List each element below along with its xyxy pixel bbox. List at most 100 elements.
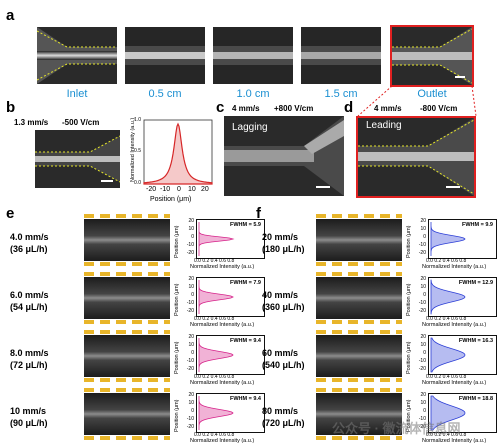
- profile-curve-svg: [430, 222, 466, 256]
- fwhm-value: FWHM = 9.4: [229, 338, 261, 344]
- row-speed-label: 4.0 mm/s: [10, 232, 49, 242]
- panel-c-speed: 4 mm/s: [232, 104, 260, 113]
- intensity-profile: [198, 396, 234, 430]
- panel-d-letter: d: [344, 99, 354, 116]
- intensity-profile: [198, 280, 234, 314]
- profile-plot: FWHM = 9.4: [196, 393, 265, 433]
- channel-stream: [316, 393, 402, 435]
- profile-curve-svg: [198, 338, 234, 372]
- y-tick: 20: [188, 218, 194, 224]
- watermark: 公众号 · 徽流体信息网: [332, 421, 461, 436]
- y-tick: -20: [186, 308, 194, 314]
- x-ticks: 0.0 0.2 0.4 0.6 0.8: [426, 316, 467, 322]
- caption-1-0cm: 1.0 cm: [236, 88, 270, 100]
- y-tick: -10: [186, 358, 194, 364]
- profile-plot: FWHM = 7.9: [196, 277, 265, 317]
- y-tick: -20: [186, 250, 194, 256]
- channel-stream: [84, 393, 170, 435]
- channel-image: [84, 330, 170, 382]
- intensity-profile: [430, 279, 466, 315]
- row-flow-label: (540 μL/h): [262, 360, 305, 370]
- panel-b-ytick: 1.0: [134, 117, 141, 123]
- panel-d-field: -800 V/cm: [420, 104, 458, 113]
- y-tick: -10: [186, 416, 194, 422]
- y-axis-label: Position (μm): [174, 283, 180, 316]
- y-axis-label: Position (μm): [406, 225, 412, 258]
- fwhm-value: FWHM = 5.9: [229, 222, 261, 228]
- y-tick: 10: [420, 400, 426, 406]
- profile-plot: FWHM = 16.3: [428, 335, 497, 375]
- y-tick: 0: [191, 234, 194, 240]
- y-tick: 0: [423, 234, 426, 240]
- panel-c-letter: c: [216, 99, 225, 116]
- y-tick: -20: [418, 308, 426, 314]
- channel-wall-top: [316, 388, 402, 392]
- caption-1-5cm: 1.5 cm: [324, 88, 358, 100]
- y-tick: -20: [186, 424, 194, 430]
- channel-wall-bottom: [316, 378, 402, 382]
- intensity-profile: [430, 395, 466, 431]
- channel-wall-top: [316, 330, 402, 334]
- panel-d-image: [356, 116, 476, 198]
- channel-image: [84, 272, 170, 324]
- row-flow-label: (720 μL/h): [262, 418, 305, 428]
- channel-image: [316, 388, 402, 440]
- channel-wall-top: [84, 214, 170, 218]
- inlet-image: [37, 27, 117, 84]
- y-axis-label: Position (μm): [406, 341, 412, 374]
- channel-image: [84, 388, 170, 440]
- y-tick: -20: [186, 366, 194, 372]
- x-ticks: 0.0 0.2 0.4 0.6 0.8: [426, 432, 467, 438]
- y-tick: -10: [186, 300, 194, 306]
- panel-c-tag: Lagging: [232, 122, 268, 133]
- channel-wall-bottom: [316, 320, 402, 324]
- profile-curve-svg: [430, 279, 466, 315]
- y-tick: 0: [191, 292, 194, 298]
- y-tick: -10: [418, 358, 426, 364]
- x-ticks: 0.0 0.2 0.4 0.6 0.8: [194, 374, 235, 380]
- y-tick: 10: [188, 226, 194, 232]
- y-tick: 0: [191, 408, 194, 414]
- channel-stream: [316, 335, 402, 377]
- y-tick: 10: [188, 342, 194, 348]
- channel-stream: [84, 335, 170, 377]
- caption-inlet: Inlet: [66, 88, 88, 100]
- panel-e-letter: e: [6, 205, 15, 222]
- channel-wall-bottom: [84, 378, 170, 382]
- y-tick: 10: [420, 284, 426, 290]
- y-tick: 20: [188, 334, 194, 340]
- channel-wall-top: [316, 214, 402, 218]
- x-axis-label: Normalized Intensity (a.u.): [190, 380, 255, 386]
- y-tick: 20: [188, 276, 194, 282]
- image-0-5cm: [125, 27, 205, 84]
- channel-stream: [84, 219, 170, 261]
- panel-b-xlabel: Position (μm): [150, 196, 192, 203]
- y-tick: 20: [420, 334, 426, 340]
- x-ticks: 0.0 0.2 0.4 0.6 0.8: [426, 374, 467, 380]
- intensity-profile: [198, 338, 234, 372]
- y-tick: -10: [418, 242, 426, 248]
- x-axis-label: Normalized Intensity (a.u.): [190, 322, 255, 328]
- profile-plot: FWHM = 9.9: [428, 219, 497, 259]
- y-tick: 20: [420, 392, 426, 398]
- row-flow-label: (180 μL/h): [262, 244, 305, 254]
- y-tick: -20: [418, 424, 426, 430]
- x-axis-label: Normalized Intensity (a.u.): [422, 264, 487, 270]
- fwhm-value: FWHM = 12.9: [458, 280, 493, 286]
- channel-wall-top: [84, 388, 170, 392]
- y-tick: 0: [191, 350, 194, 356]
- panel-c-image: [224, 116, 344, 196]
- y-axis-label: Position (μm): [406, 283, 412, 316]
- row-speed-label: 10 mm/s: [10, 406, 47, 416]
- profile-curve-svg: [198, 222, 235, 256]
- intensity-profile: [198, 222, 235, 256]
- y-tick: 20: [188, 392, 194, 398]
- profile-plot: FWHM = 12.9: [428, 277, 497, 317]
- x-axis-label: Normalized Intensity (a.u.): [190, 438, 255, 444]
- row-flow-label: (90 μL/h): [10, 418, 48, 428]
- y-tick: 10: [188, 284, 194, 290]
- zoom-connector: [357, 85, 477, 117]
- x-axis-label: Normalized Intensity (a.u.): [422, 322, 487, 328]
- panel-b-xtick: 0: [177, 186, 181, 193]
- profile-plot: FWHM = 18.8: [428, 393, 497, 433]
